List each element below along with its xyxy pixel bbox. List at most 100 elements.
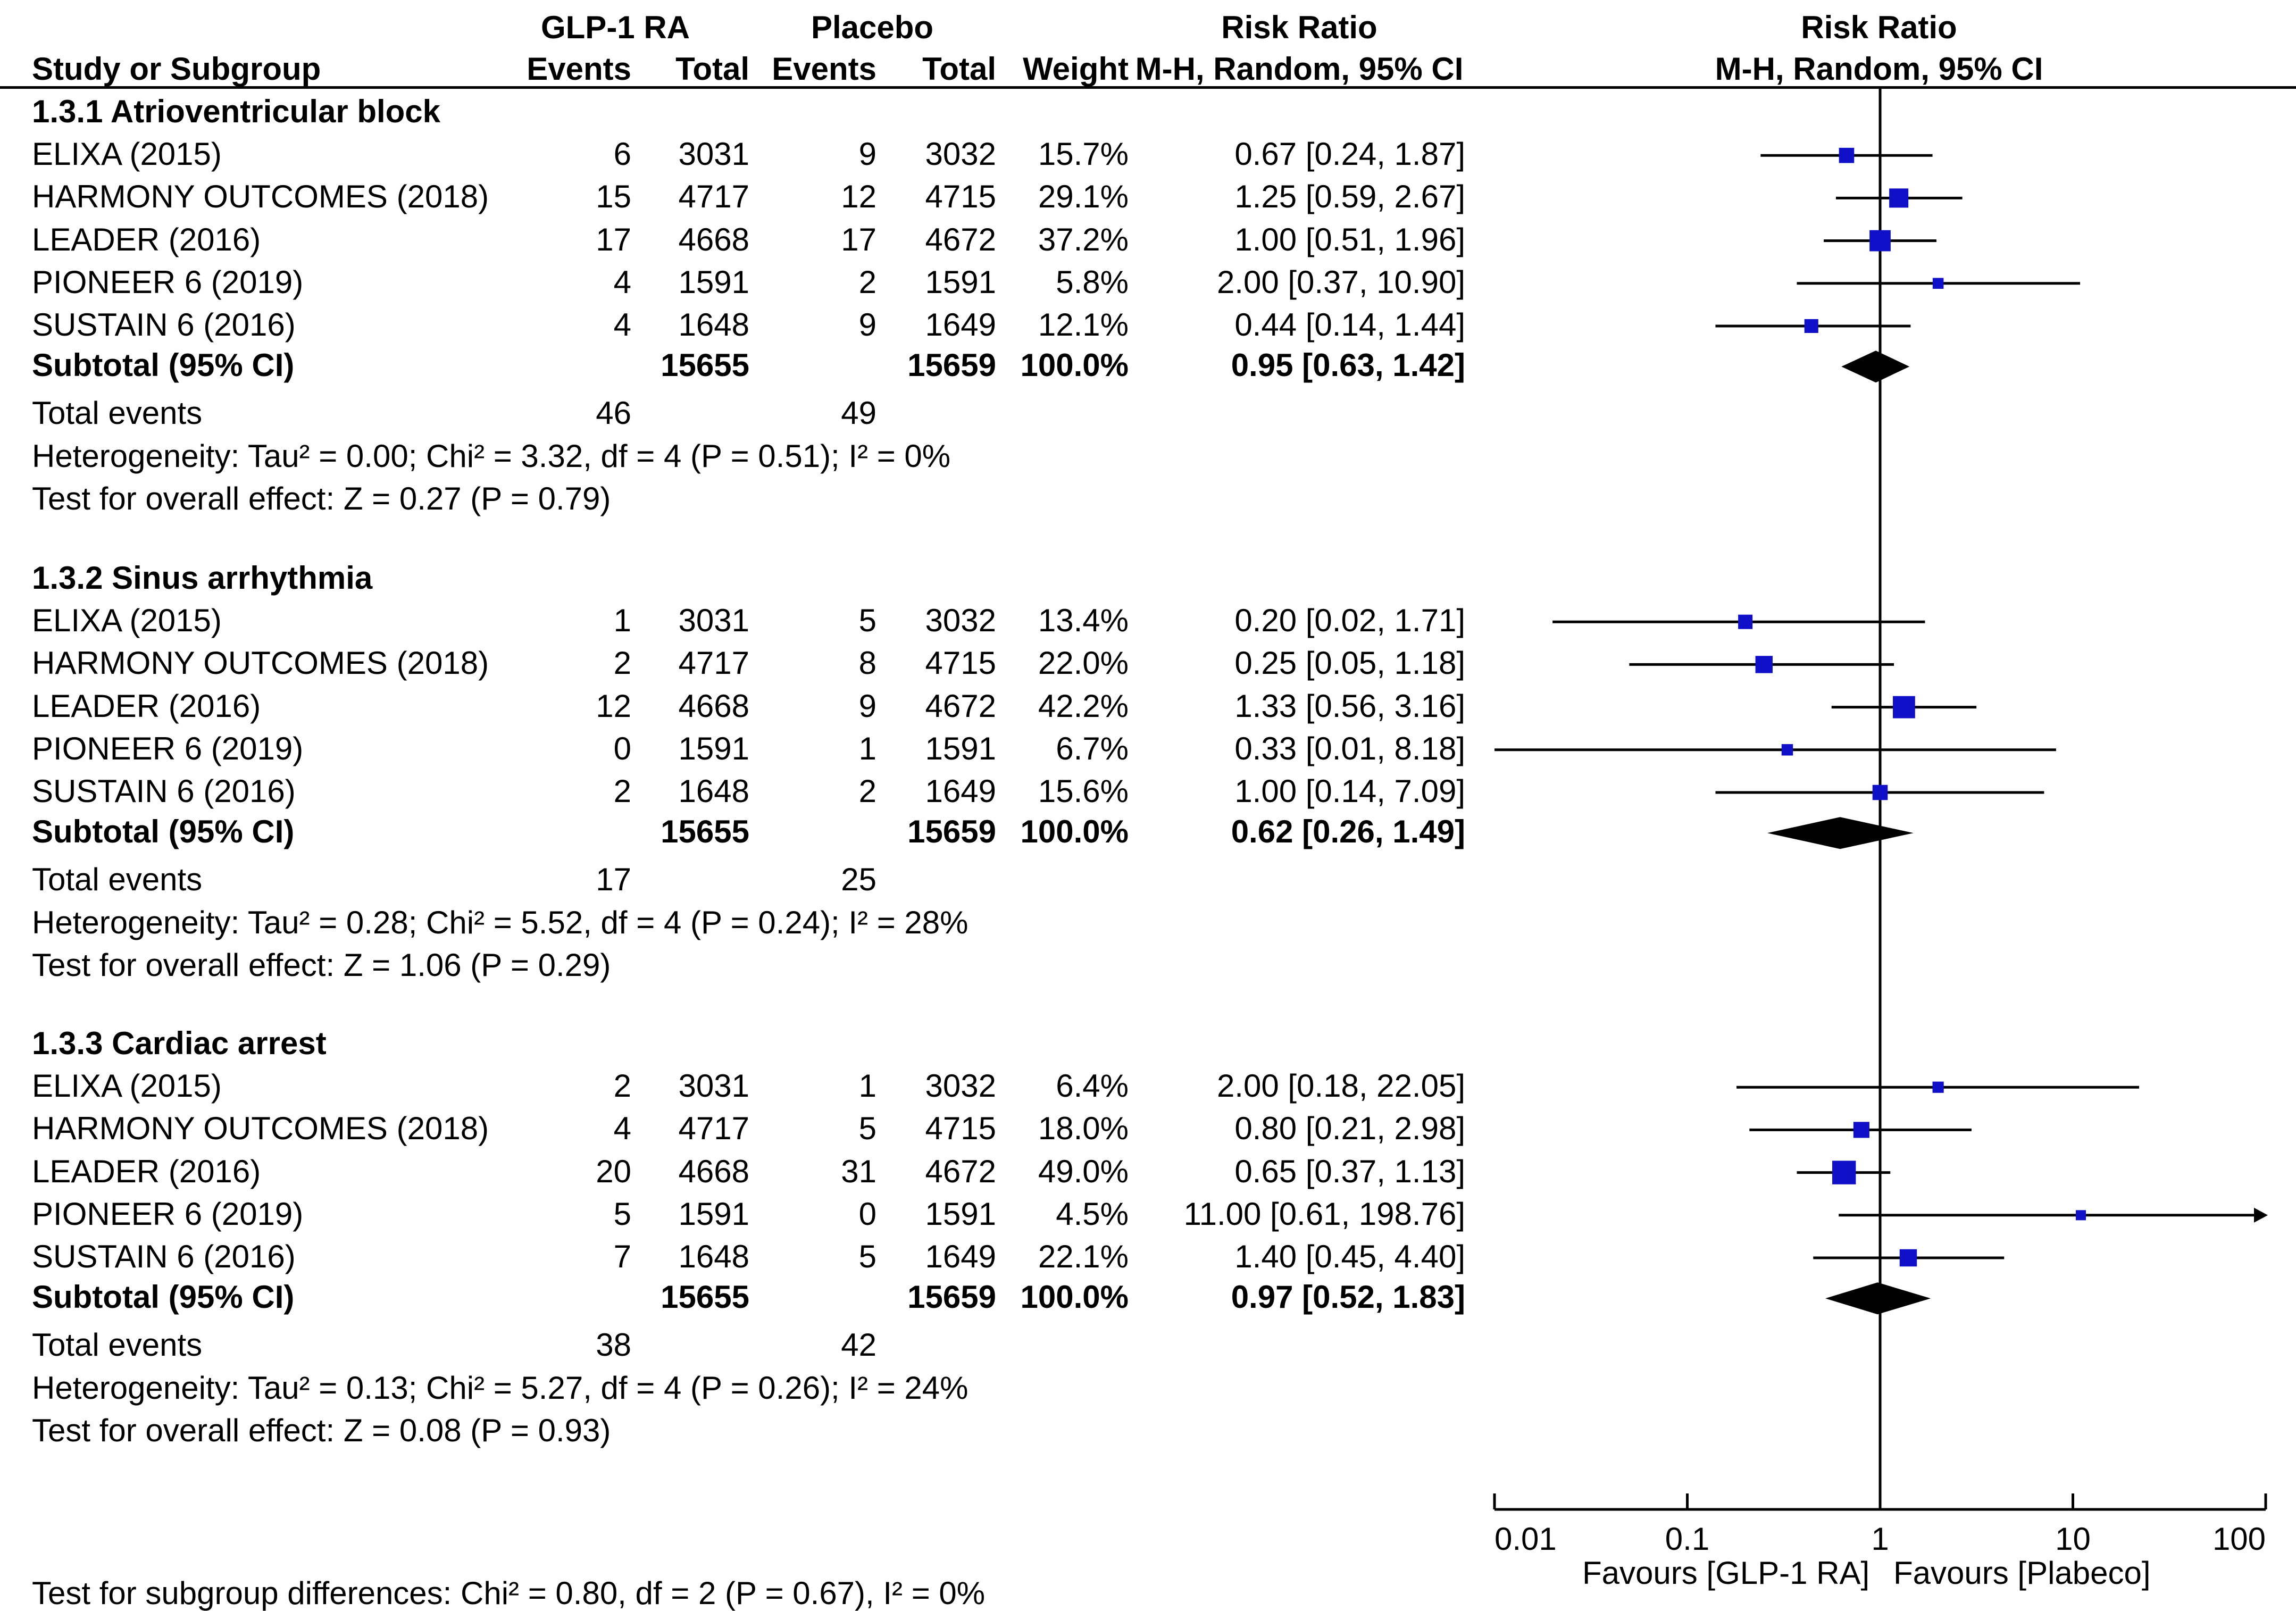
subgroup-differences-test: Test for subgroup differences: Chi² = 0.… xyxy=(32,1575,986,1611)
group1-total-header: Total xyxy=(675,51,749,87)
subtotal-group1-total: 15655 xyxy=(661,1279,749,1315)
group1-events: 12 xyxy=(596,688,631,724)
group1-total: 4717 xyxy=(678,645,749,681)
total-events-group2: 42 xyxy=(841,1327,876,1363)
group1-total: 1648 xyxy=(678,307,749,343)
study-risk-ratio: 0.33 [0.01, 8.18] xyxy=(1234,730,1465,766)
study-square xyxy=(1755,656,1773,673)
study-weight: 15.7% xyxy=(1038,136,1129,172)
study-square xyxy=(1932,1081,1944,1093)
subtotal-weight: 100.0% xyxy=(1020,1279,1129,1315)
study-square xyxy=(1832,1161,1856,1184)
group2-total: 1649 xyxy=(925,1239,996,1274)
group2-total: 4715 xyxy=(925,179,996,215)
study-weight: 49.0% xyxy=(1038,1153,1129,1189)
group2-total: 4672 xyxy=(925,688,996,724)
total-events-group2: 25 xyxy=(841,862,876,898)
study-weight: 18.0% xyxy=(1038,1111,1129,1147)
weight-header: Weight xyxy=(1023,51,1129,87)
group2-total: 3032 xyxy=(925,136,996,172)
group2-events: 31 xyxy=(841,1153,876,1189)
group2-total: 3032 xyxy=(925,603,996,639)
header-divider xyxy=(0,86,2296,89)
study-square xyxy=(1839,147,1855,163)
group2-events: 1 xyxy=(858,730,876,766)
study-weight: 12.1% xyxy=(1038,307,1129,343)
group1-total: 4668 xyxy=(678,1153,749,1189)
subtotal-group1-total: 15655 xyxy=(661,347,749,383)
group1-total: 3031 xyxy=(678,603,749,639)
group1-total: 1591 xyxy=(678,264,749,300)
group1-header: GLP-1 RA xyxy=(540,10,690,45)
study-weight: 29.1% xyxy=(1038,179,1129,215)
group2-events: 2 xyxy=(858,773,876,809)
total-events-group1: 46 xyxy=(596,395,631,431)
group2-total: 4672 xyxy=(925,1153,996,1189)
plot-method: M-H, Random, 95% CI xyxy=(1715,51,2043,87)
plot-title: Risk Ratio xyxy=(1801,10,1957,45)
study-weight: 13.4% xyxy=(1038,603,1129,639)
group1-events: 7 xyxy=(613,1239,631,1274)
study-name: SUSTAIN 6 (2016) xyxy=(32,773,296,809)
group1-events: 17 xyxy=(596,221,631,257)
subgroup-title: 1.3.2 Sinus arrhythmia xyxy=(32,560,373,596)
group1-events: 1 xyxy=(613,603,631,639)
study-square xyxy=(1932,278,1944,289)
x-tick-label: 10 xyxy=(2055,1521,2091,1557)
study-name: ELIXA (2015) xyxy=(32,136,222,172)
group2-total: 1591 xyxy=(925,730,996,766)
study-weight: 6.7% xyxy=(1056,730,1129,766)
group1-total: 1591 xyxy=(678,730,749,766)
group1-total: 4717 xyxy=(678,179,749,215)
overall-effect-text: Test for overall effect: Z = 0.08 (P = 0… xyxy=(32,1412,611,1448)
study-square xyxy=(1899,1249,1917,1267)
subtotal-label: Subtotal (95% CI) xyxy=(32,814,295,850)
study-name: PIONEER 6 (2019) xyxy=(32,1196,304,1232)
group2-total: 1649 xyxy=(925,307,996,343)
group1-total: 1648 xyxy=(678,773,749,809)
subtotal-diamond xyxy=(1841,350,1910,383)
study-name: PIONEER 6 (2019) xyxy=(32,730,304,766)
group2-events: 1 xyxy=(858,1068,876,1104)
group2-total: 1591 xyxy=(925,264,996,300)
study-name: LEADER (2016) xyxy=(32,688,261,724)
group2-header: Placebo xyxy=(811,10,934,45)
group2-events: 8 xyxy=(858,645,876,681)
study-name: SUSTAIN 6 (2016) xyxy=(32,1239,296,1274)
total-events-label: Total events xyxy=(32,395,203,431)
group2-total: 4715 xyxy=(925,645,996,681)
subtotal-diamond xyxy=(1825,1282,1931,1315)
group1-events: 4 xyxy=(613,1111,631,1147)
subtotal-label: Subtotal (95% CI) xyxy=(32,1279,295,1315)
x-tick-label: 0.01 xyxy=(1495,1521,1557,1557)
study-risk-ratio: 1.00 [0.51, 1.96] xyxy=(1234,221,1465,257)
subtotal-group2-total: 15659 xyxy=(907,814,996,850)
group2-total: 4672 xyxy=(925,221,996,257)
study-name: LEADER (2016) xyxy=(32,1153,261,1189)
group1-events-header: Events xyxy=(527,51,631,87)
study-name: HARMONY OUTCOMES (2018) xyxy=(32,645,489,681)
group2-total: 1591 xyxy=(925,1196,996,1232)
group2-events: 0 xyxy=(858,1196,876,1232)
study-risk-ratio: 0.80 [0.21, 2.98] xyxy=(1234,1111,1465,1147)
study-risk-ratio: 1.00 [0.14, 7.09] xyxy=(1234,773,1465,809)
group2-total: 4715 xyxy=(925,1111,996,1147)
subtotal-risk-ratio: 0.62 [0.26, 1.49] xyxy=(1231,814,1465,850)
study-weight: 42.2% xyxy=(1038,688,1129,724)
group1-total: 4668 xyxy=(678,688,749,724)
study-name: ELIXA (2015) xyxy=(32,1068,222,1104)
study-square xyxy=(1893,696,1915,719)
total-events-group2: 49 xyxy=(841,395,876,431)
subgroup-title: 1.3.3 Cardiac arrest xyxy=(32,1025,327,1061)
subtotal-risk-ratio: 0.95 [0.63, 1.42] xyxy=(1231,347,1465,383)
study-name: HARMONY OUTCOMES (2018) xyxy=(32,179,489,215)
study-risk-ratio: 2.00 [0.37, 10.90] xyxy=(1216,264,1465,300)
group1-total: 1591 xyxy=(678,1196,749,1232)
study-risk-ratio: 11.00 [0.61, 198.76] xyxy=(1183,1196,1465,1232)
study-weight: 37.2% xyxy=(1038,221,1129,257)
group2-events-header: Events xyxy=(772,51,876,87)
group1-events: 6 xyxy=(613,136,631,172)
study-name: HARMONY OUTCOMES (2018) xyxy=(32,1111,489,1147)
study-weight: 22.0% xyxy=(1038,645,1129,681)
